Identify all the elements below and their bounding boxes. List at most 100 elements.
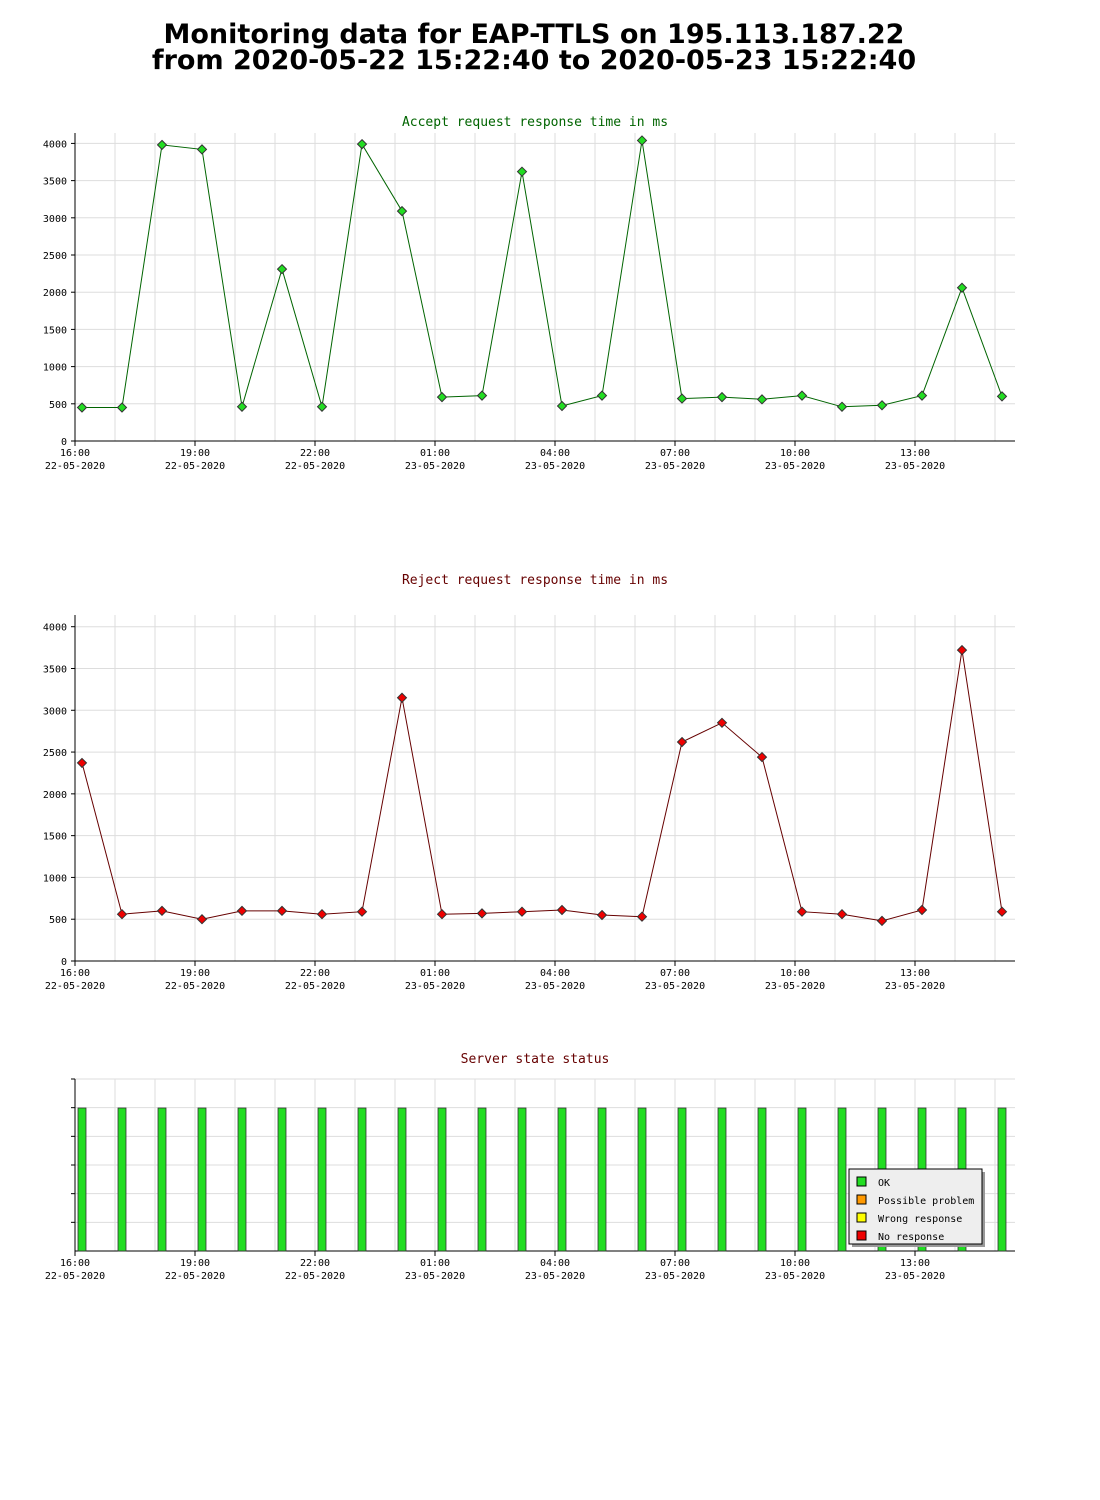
reject-chart-y-tick-label: 2000 xyxy=(43,790,67,801)
reject-chart-plot-area xyxy=(75,615,1015,961)
accept-chart-data-point xyxy=(556,400,568,412)
accept-chart-title: Accept request response time in ms xyxy=(402,115,668,130)
reject-chart-data-point xyxy=(636,911,648,922)
accept-chart-data-point xyxy=(796,390,808,401)
accept-chart-data-point xyxy=(876,400,888,411)
status-chart-legend-label: Possible problem xyxy=(878,1196,974,1207)
reject-chart-y-tick-label: 3000 xyxy=(43,706,67,717)
accept-chart-y-tick-label: 1500 xyxy=(43,325,67,336)
status-chart-x-tick-date: 23-05-2020 xyxy=(885,1271,945,1282)
accept-chart-data-point xyxy=(956,282,968,293)
status-chart-x-tick-date: 22-05-2020 xyxy=(285,1271,345,1282)
reject-chart-x-tick-date: 23-05-2020 xyxy=(405,981,465,992)
status-chart-x-tick-label: 04:00 xyxy=(540,1258,570,1269)
reject-chart-y-tick-label: 3500 xyxy=(43,664,67,675)
reject-chart-data-point xyxy=(556,904,568,916)
accept-chart-data-point xyxy=(236,401,248,412)
reject-chart-series-line xyxy=(81,650,1003,922)
status-chart-x-tick-label: 16:00 xyxy=(60,1258,90,1269)
accept-chart-x-tick-label: 16:00 xyxy=(60,448,90,459)
reject-chart-x-tick-label: 10:00 xyxy=(780,968,810,979)
accept-chart-data-point xyxy=(916,390,928,401)
accept-chart-data-point xyxy=(76,402,88,413)
reject-chart-data-point xyxy=(516,906,528,917)
status-chart-legend-swatch xyxy=(856,1212,867,1223)
accept-chart-x-tick-date: 22-05-2020 xyxy=(165,461,225,472)
status-chart-status-bar xyxy=(157,1107,167,1252)
reject-chart-x-tick-date: 22-05-2020 xyxy=(285,981,345,992)
accept-chart-data-point xyxy=(396,205,408,217)
reject-chart-x-tick-label: 01:00 xyxy=(420,968,450,979)
accept-chart-data-point xyxy=(316,401,328,412)
accept-chart-y-tick-label: 4000 xyxy=(43,139,67,150)
reject-chart-data-point xyxy=(956,644,968,656)
reject-chart-data-point xyxy=(356,906,368,917)
reject-chart-x-tick-date: 23-05-2020 xyxy=(765,981,825,992)
reject-chart-x-tick-date: 23-05-2020 xyxy=(645,981,705,992)
reject-chart-data-point xyxy=(476,908,488,919)
status-chart-legend-swatch xyxy=(856,1176,867,1187)
reject-chart-x-tick-label: 19:00 xyxy=(180,968,210,979)
page-title-line-2: from 2020-05-22 15:22:40 to 2020-05-23 1… xyxy=(151,45,917,76)
reject-chart-x-tick-label: 16:00 xyxy=(60,968,90,979)
accept-chart-x-tick-date: 23-05-2020 xyxy=(765,461,825,472)
accept-chart-data-point xyxy=(356,138,368,150)
reject-chart-y-tick-label: 1000 xyxy=(43,873,67,884)
reject-chart-data-point xyxy=(116,908,128,920)
reject-chart-data-point xyxy=(316,908,328,920)
reject-chart-x-tick-label: 22:00 xyxy=(300,968,330,979)
reject-chart-data-point xyxy=(916,904,928,916)
accept-chart-y-tick-label: 2000 xyxy=(43,288,67,299)
page-title: Monitoring data for EAP-TTLS on 195.113.… xyxy=(0,21,1068,76)
reject-chart-data-point xyxy=(796,906,808,917)
reject-chart-x-tick-date: 23-05-2020 xyxy=(525,981,585,992)
status-chart-x-tick-label: 22:00 xyxy=(300,1258,330,1269)
accept-chart-y-tick-label: 3000 xyxy=(43,214,67,225)
status-chart-legend-swatch xyxy=(856,1194,867,1205)
reject-chart-x-tick-date: 23-05-2020 xyxy=(885,981,945,992)
status-chart-x-tick-label: 13:00 xyxy=(900,1258,930,1269)
reject-chart-data-point xyxy=(196,914,208,925)
status-chart-x-tick-date: 22-05-2020 xyxy=(45,1271,105,1282)
accept-chart-y-tick-label: 1000 xyxy=(43,363,67,374)
reject-chart-data-point xyxy=(236,905,248,917)
reject-chart-data-point xyxy=(596,909,608,921)
status-chart-status-bar xyxy=(237,1107,247,1252)
status-chart-legend-label: Wrong response xyxy=(878,1214,962,1225)
accept-chart-x-tick-date: 23-05-2020 xyxy=(885,461,945,472)
status-chart-status-bar xyxy=(397,1107,407,1252)
status-chart-status-bar xyxy=(717,1107,727,1252)
reject-chart-data-point xyxy=(156,905,168,917)
status-chart-status-bar xyxy=(117,1107,127,1252)
status-chart-x-tick-date: 23-05-2020 xyxy=(525,1271,585,1282)
reject-chart-x-tick-label: 07:00 xyxy=(660,968,690,979)
reject-chart-x-tick-label: 04:00 xyxy=(540,968,570,979)
reject-chart-x-tick-date: 22-05-2020 xyxy=(165,981,225,992)
accept-chart-x-tick-date: 23-05-2020 xyxy=(645,461,705,472)
accept-chart-data-point xyxy=(276,263,288,275)
accept-chart-data-point xyxy=(156,139,168,151)
status-chart-x-tick-label: 01:00 xyxy=(420,1258,450,1269)
status-chart-x-tick-label: 10:00 xyxy=(780,1258,810,1269)
accept-chart-x-tick-label: 01:00 xyxy=(420,448,450,459)
accept-chart-x-tick-label: 13:00 xyxy=(900,448,930,459)
reject-chart-x-tick-label: 13:00 xyxy=(900,968,930,979)
status-chart-x-tick-date: 23-05-2020 xyxy=(645,1271,705,1282)
status-chart-status-bar xyxy=(837,1107,847,1252)
reject-chart-title: Reject request response time in ms xyxy=(402,573,668,588)
status-chart-status-bar xyxy=(357,1107,367,1252)
status-chart-status-bar xyxy=(477,1107,487,1252)
reject-chart-data-point xyxy=(76,757,88,769)
accept-chart-x-tick-label: 22:00 xyxy=(300,448,330,459)
accept-chart-y-tick-label: 0 xyxy=(61,437,67,448)
status-chart-status-bar xyxy=(197,1107,207,1252)
reject-chart-y-tick-label: 500 xyxy=(49,915,67,926)
reject-chart-x-tick-date: 22-05-2020 xyxy=(45,981,105,992)
accept-chart-data-point xyxy=(676,393,688,404)
accept-chart-y-tick-label: 2500 xyxy=(43,251,67,262)
status-chart-x-tick-date: 23-05-2020 xyxy=(765,1271,825,1282)
status-chart-status-bar xyxy=(757,1107,767,1252)
accept-chart-data-point xyxy=(636,135,648,146)
status-chart-legend-swatch xyxy=(856,1230,867,1241)
